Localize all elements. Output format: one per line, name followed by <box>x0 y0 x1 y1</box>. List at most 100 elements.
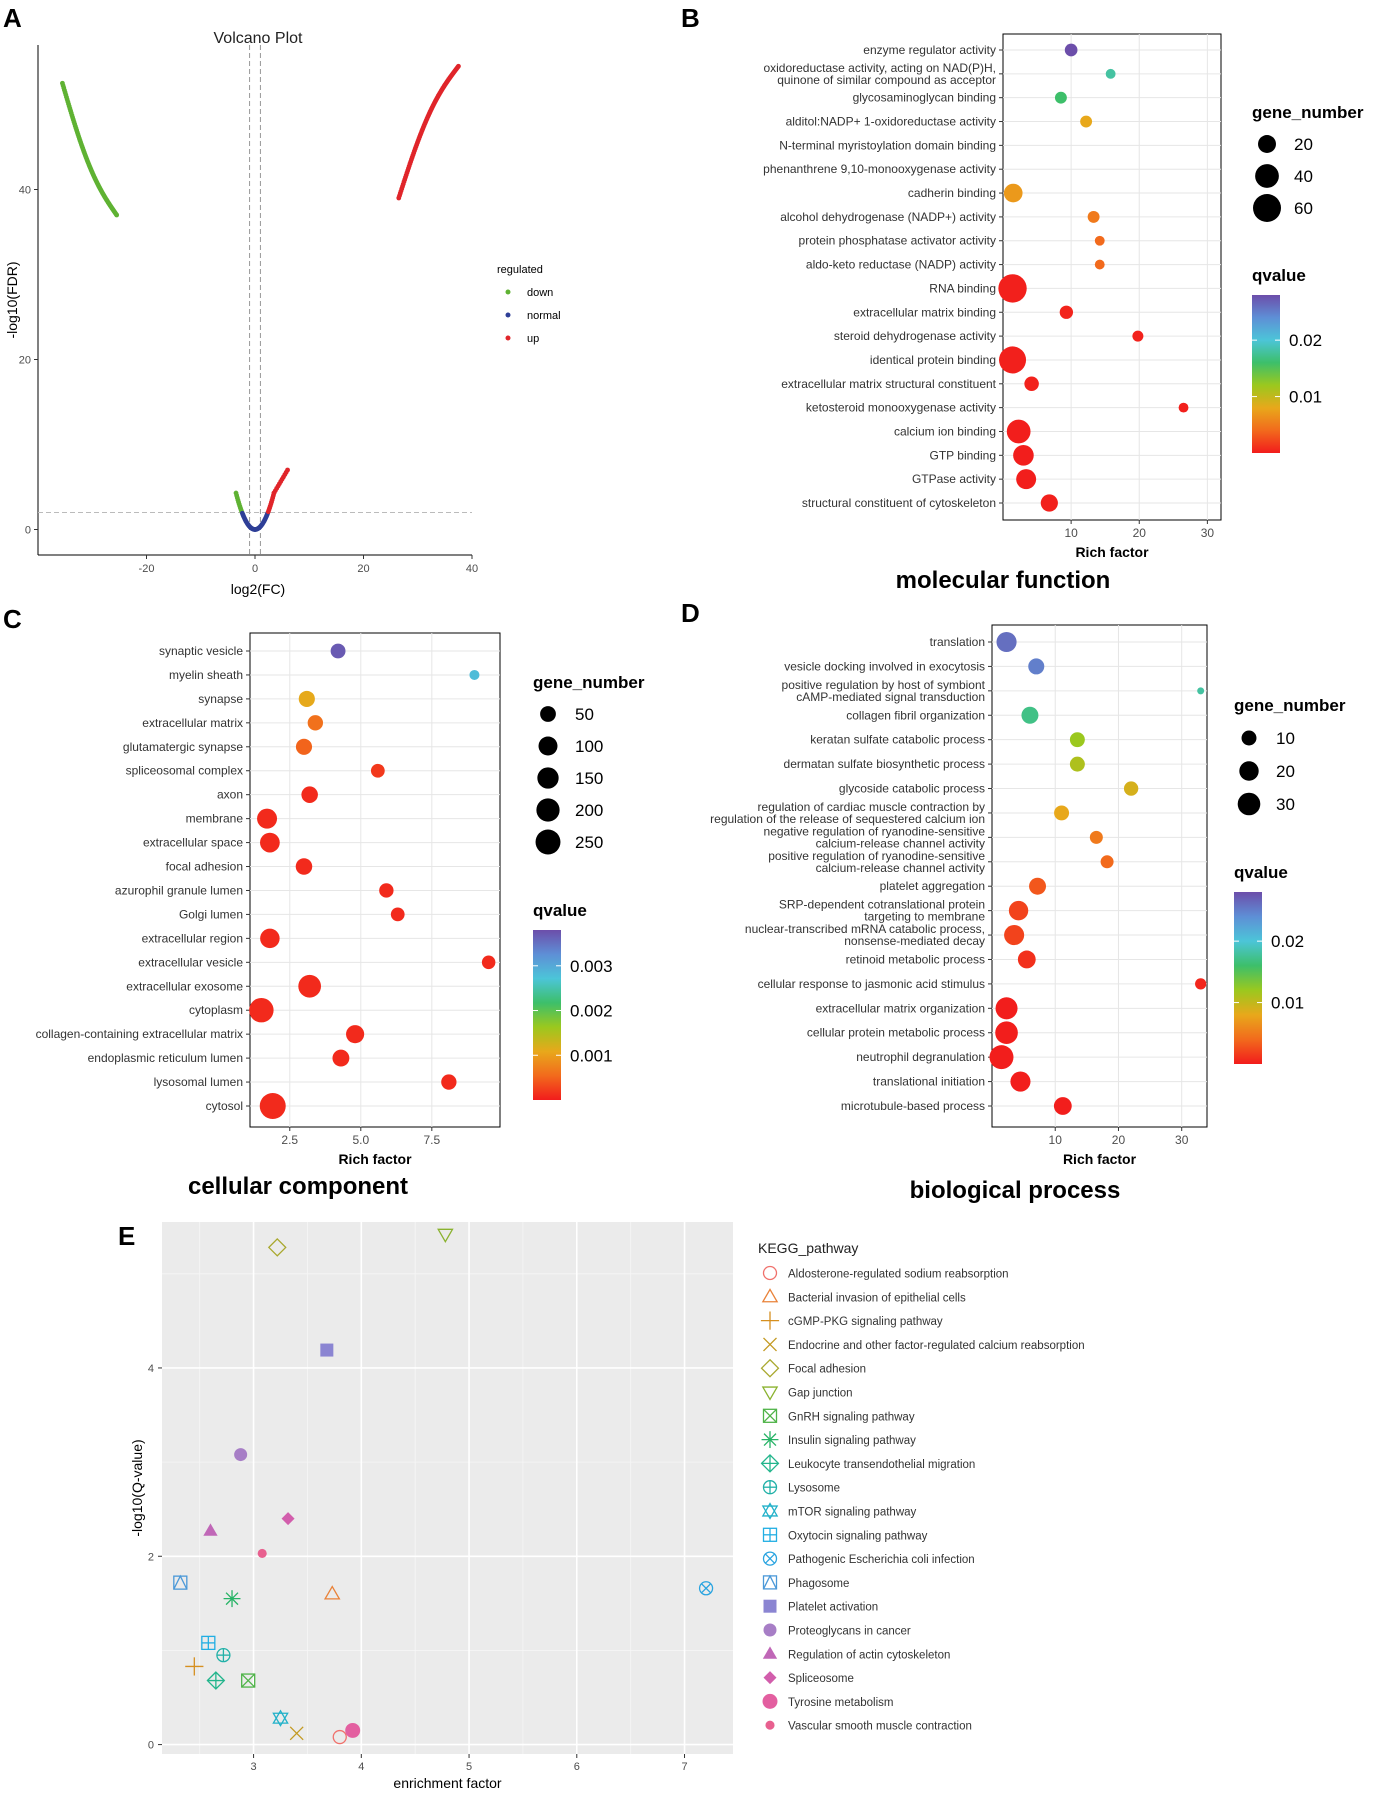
category-label: extracellular matrix organization <box>816 1001 985 1015</box>
marker-part <box>762 1693 778 1709</box>
category-label: retinoid metabolic process <box>846 952 985 966</box>
category-label-line: enzyme regulator activity <box>863 43 996 57</box>
dot-point <box>295 738 313 755</box>
category-label: extracellular matrix structural constitu… <box>781 377 996 391</box>
kegg-point <box>203 1523 218 1536</box>
marker-part <box>241 1673 256 1688</box>
color-legend-label: 0.002 <box>570 1002 613 1021</box>
marker-part <box>257 1548 267 1558</box>
legend-swatch <box>762 1480 778 1495</box>
size-legend-label: 50 <box>575 705 594 724</box>
category-label-line: axon <box>217 788 243 802</box>
panel-letter: C <box>3 604 22 634</box>
category-label-line: ketosteroid monooxygenase activity <box>806 401 996 415</box>
x-axis-label: Rich factor <box>1063 1151 1137 1167</box>
x-tick-label: 2.5 <box>281 1133 298 1147</box>
category-label: enzyme regulator activity <box>863 43 996 57</box>
y-tick-label: 2 <box>148 1551 154 1563</box>
dot-point <box>1197 687 1205 695</box>
kegg-point <box>241 1673 256 1688</box>
size-legend-label: 200 <box>575 801 603 820</box>
category-label: positive regulation by host of symbiont c… <box>782 678 986 704</box>
category-label-line: neutrophil degranulation <box>856 1050 985 1064</box>
dot-point <box>999 346 1027 374</box>
size-legend-swatch <box>538 736 558 756</box>
color-legend-title: qvalue <box>1234 863 1288 882</box>
x-axis-label: Rich factor <box>1075 544 1149 560</box>
legend-label: Aldosterone-regulated sodium reabsorptio… <box>788 1269 1009 1281</box>
y-tick-label: 20 <box>19 355 31 367</box>
marker-part <box>763 1671 777 1685</box>
marker-part <box>320 1343 334 1357</box>
dot-point <box>260 928 280 949</box>
category-label-line: calcium-release channel activity <box>816 836 985 850</box>
marker-part <box>332 1729 347 1745</box>
category-label: RNA binding <box>929 281 996 295</box>
marker-part <box>323 1585 341 1600</box>
legend-swatch <box>762 1265 778 1281</box>
dot-point <box>1087 210 1100 223</box>
marker-part <box>225 1592 239 1606</box>
dot-point <box>1016 469 1037 490</box>
category-label-line: positive regulation of ryanodine-sensiti… <box>768 849 985 863</box>
category-label-line: GTP binding <box>930 448 997 462</box>
marker-part <box>763 1599 777 1613</box>
size-legend-label: 100 <box>575 737 603 756</box>
legend-title: KEGG_pathway <box>758 1240 858 1256</box>
legend-swatch <box>762 1527 778 1542</box>
legend-title: regulated <box>497 264 543 276</box>
panel-letter: E <box>118 1221 135 1251</box>
x-tick-label: 4 <box>358 1761 364 1773</box>
legend-swatch <box>763 1599 777 1613</box>
dot-point <box>1064 43 1078 57</box>
marker-part <box>762 1551 778 1566</box>
dot-point <box>1094 259 1105 270</box>
legend-label: up <box>527 333 539 345</box>
dot-point <box>330 643 346 659</box>
panel-c-cellular-component: C 2.5 5.0 7.5 Rich factor synaptic vesicle mye… <box>3 604 645 1200</box>
dot-point <box>1010 1071 1031 1092</box>
x-axis-label: Rich factor <box>338 1151 412 1167</box>
marker-part <box>203 1523 218 1536</box>
kegg-point <box>185 1657 204 1676</box>
category-label: endoplasmic reticulum lumen <box>88 1051 243 1065</box>
dot-point <box>1059 305 1074 319</box>
legend-label: GnRH signaling pathway <box>788 1411 915 1423</box>
category-label: membrane <box>186 812 244 826</box>
dot-point <box>1178 402 1189 413</box>
y-axis-label: -log10(FDR) <box>4 261 20 338</box>
x-axis-label: enrichment factor <box>393 1775 501 1791</box>
dot-point <box>1004 925 1025 946</box>
x-tick-label: 20 <box>357 563 369 575</box>
marker-part <box>763 1408 777 1423</box>
x-tick-label: 7.5 <box>423 1133 440 1147</box>
category-label-line: extracellular matrix organization <box>816 1001 985 1015</box>
x-tick-label: 0 <box>252 563 258 575</box>
point-up <box>285 467 290 473</box>
category-label: structural constituent of cytoskeleton <box>802 496 996 510</box>
legend-swatch <box>762 1693 778 1709</box>
x-tick-label: 20 <box>1112 1133 1126 1147</box>
y-tick-label: 4 <box>148 1363 154 1375</box>
x-tick-label: 7 <box>681 1761 687 1773</box>
kegg-point <box>223 1590 241 1608</box>
marker-part <box>765 1720 775 1730</box>
kegg-point <box>323 1585 341 1600</box>
color-legend-label: 0.02 <box>1271 932 1304 951</box>
legend-swatch <box>760 1454 780 1473</box>
category-label-line: retinoid metabolic process <box>846 952 985 966</box>
legend-label: Platelet activation <box>788 1602 878 1614</box>
size-legend-swatch <box>1253 194 1281 222</box>
marker-part <box>267 1238 287 1257</box>
category-label-line: cellular protein metabolic process <box>807 1026 985 1040</box>
panel-title: molecular function <box>896 567 1111 594</box>
kegg-point <box>173 1574 188 1590</box>
dot-point <box>379 883 394 898</box>
color-legend-label: 0.01 <box>1289 388 1322 407</box>
category-label-line: extracellular matrix binding <box>853 305 996 319</box>
category-label-line: collagen fibril organization <box>846 708 985 722</box>
dot-point <box>301 786 318 803</box>
dot-point <box>1195 978 1207 990</box>
dot-point <box>295 858 313 875</box>
